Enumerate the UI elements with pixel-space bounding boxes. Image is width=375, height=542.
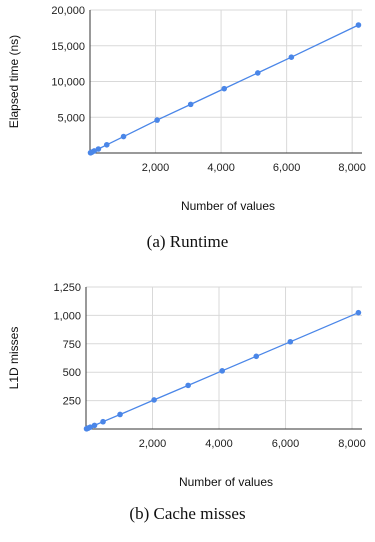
x-tick-label: 2,000 bbox=[142, 162, 170, 174]
data-point bbox=[87, 424, 94, 430]
data-point bbox=[221, 85, 228, 92]
data-point bbox=[154, 117, 160, 123]
x-tick-label: 4,000 bbox=[205, 438, 233, 450]
data-point bbox=[151, 397, 157, 403]
data-point bbox=[185, 382, 191, 389]
y-tick-label: 1,000 bbox=[53, 310, 81, 322]
y-tick-label: 750 bbox=[63, 339, 81, 351]
data-point bbox=[187, 101, 194, 108]
x-axis-label: Number of values bbox=[179, 475, 273, 489]
runtime-figure: 2,000 4,000 6,000 8,000 5,000 10,000 15,000 20,… bbox=[7, 5, 366, 251]
x-tick-label: 8,000 bbox=[338, 162, 366, 174]
data-point bbox=[254, 70, 261, 76]
y-axis-label: Elapsed time (ns) bbox=[7, 35, 21, 128]
y-tick-label: 20,000 bbox=[51, 5, 85, 17]
data-point bbox=[95, 146, 102, 152]
data-point bbox=[253, 353, 260, 360]
y-tick-label: 10,000 bbox=[51, 77, 85, 89]
runtime-caption: (a) Runtime bbox=[146, 232, 229, 251]
y-tick-label: 15,000 bbox=[51, 41, 85, 53]
data-point bbox=[100, 418, 106, 425]
data-point bbox=[355, 22, 362, 28]
data-point bbox=[117, 411, 123, 418]
data-point bbox=[120, 133, 127, 140]
data-point bbox=[287, 338, 294, 345]
data-point bbox=[91, 422, 98, 429]
x-tick-label: 6,000 bbox=[273, 162, 301, 174]
data-point bbox=[219, 368, 226, 374]
y-axis-label: L1D misses bbox=[7, 327, 21, 390]
x-tick-label: 8,000 bbox=[338, 438, 366, 450]
data-point bbox=[91, 148, 97, 154]
y-tick-label: 5,000 bbox=[57, 112, 85, 124]
runtime-chart: 2,000 4,000 6,000 8,000 5,000 10,000 15,000 20,… bbox=[7, 5, 366, 213]
cache-misses-figure: 2,000 4,000 6,000 8,000 250 500 750 1,000 1,250 N… bbox=[0, 271, 375, 542]
data-point bbox=[288, 54, 295, 60]
data-point bbox=[103, 141, 110, 148]
y-tick-label: 500 bbox=[63, 367, 81, 379]
cache-misses-caption: (b) Cache misses bbox=[129, 504, 246, 523]
data-point bbox=[355, 309, 362, 316]
cache-misses-chart: 2,000 4,000 6,000 8,000 250 500 750 1,000 1,250 N… bbox=[7, 282, 366, 489]
y-tick-label: 250 bbox=[63, 396, 81, 408]
x-tick-label: 6,000 bbox=[272, 438, 300, 450]
x-tick-label: 4,000 bbox=[207, 162, 235, 174]
x-axis-label: Number of values bbox=[181, 199, 275, 213]
y-tick-label: 1,250 bbox=[53, 282, 81, 294]
x-tick-label: 2,000 bbox=[139, 438, 167, 450]
